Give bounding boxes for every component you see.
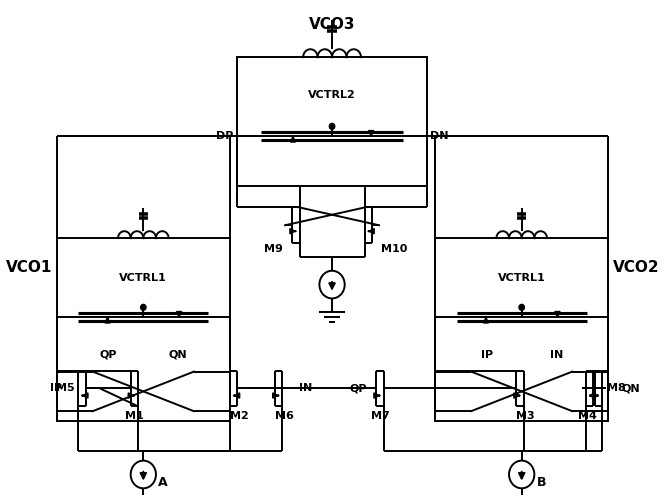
Text: VCO1: VCO1 xyxy=(6,260,52,275)
Text: DP: DP xyxy=(216,131,233,141)
Text: M2: M2 xyxy=(229,411,249,421)
Text: M9: M9 xyxy=(265,244,283,254)
Text: VCTRL2: VCTRL2 xyxy=(308,90,356,100)
Circle shape xyxy=(329,124,334,129)
Text: A: A xyxy=(158,476,168,489)
Bar xyxy=(435,238,608,421)
Text: IP: IP xyxy=(50,383,62,393)
Text: IN: IN xyxy=(550,350,563,360)
Text: QN: QN xyxy=(169,350,188,360)
Text: QP: QP xyxy=(350,383,367,393)
Text: VCTRL1: VCTRL1 xyxy=(498,273,545,283)
Text: IP: IP xyxy=(481,350,493,360)
Text: M8: M8 xyxy=(608,383,626,393)
Text: VCO2: VCO2 xyxy=(613,260,660,275)
Circle shape xyxy=(140,304,146,310)
Bar xyxy=(57,238,230,421)
Text: M3: M3 xyxy=(516,411,535,421)
Text: M10: M10 xyxy=(381,244,407,254)
Text: VCTRL1: VCTRL1 xyxy=(120,273,167,283)
Circle shape xyxy=(519,304,525,310)
Text: VCO3: VCO3 xyxy=(309,17,355,32)
Text: M7: M7 xyxy=(370,411,389,421)
Text: QP: QP xyxy=(100,350,118,360)
Text: M1: M1 xyxy=(125,411,144,421)
Text: QN: QN xyxy=(622,383,640,393)
Text: M5: M5 xyxy=(56,383,74,393)
Text: DN: DN xyxy=(430,131,449,141)
Text: IN: IN xyxy=(299,383,312,393)
Text: B: B xyxy=(537,476,547,489)
Text: M6: M6 xyxy=(275,411,294,421)
Text: M4: M4 xyxy=(578,411,597,421)
Bar xyxy=(237,57,427,186)
